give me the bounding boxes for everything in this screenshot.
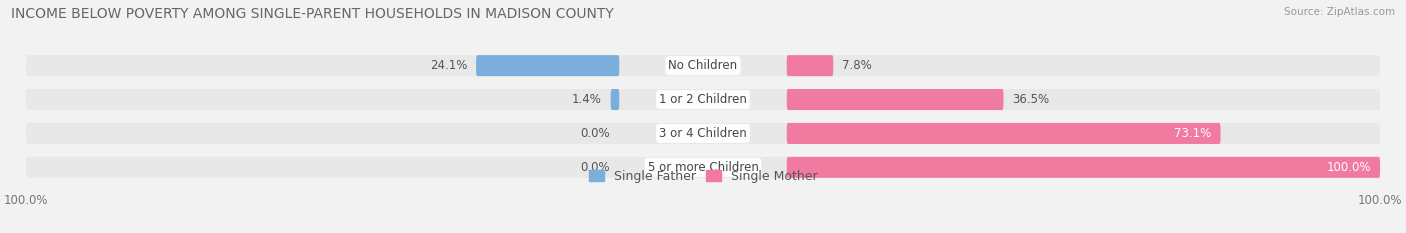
Text: 1.4%: 1.4%: [572, 93, 602, 106]
FancyBboxPatch shape: [610, 89, 619, 110]
Text: No Children: No Children: [668, 59, 738, 72]
Text: 1 or 2 Children: 1 or 2 Children: [659, 93, 747, 106]
Text: 0.0%: 0.0%: [581, 161, 610, 174]
Text: Source: ZipAtlas.com: Source: ZipAtlas.com: [1284, 7, 1395, 17]
FancyBboxPatch shape: [787, 89, 1004, 110]
Text: 3 or 4 Children: 3 or 4 Children: [659, 127, 747, 140]
Text: 5 or more Children: 5 or more Children: [648, 161, 758, 174]
FancyBboxPatch shape: [25, 89, 1381, 110]
FancyBboxPatch shape: [25, 123, 1381, 144]
FancyBboxPatch shape: [477, 55, 619, 76]
Text: 100.0%: 100.0%: [1326, 161, 1371, 174]
Legend: Single Father, Single Mother: Single Father, Single Mother: [583, 165, 823, 188]
Text: INCOME BELOW POVERTY AMONG SINGLE-PARENT HOUSEHOLDS IN MADISON COUNTY: INCOME BELOW POVERTY AMONG SINGLE-PARENT…: [11, 7, 614, 21]
FancyBboxPatch shape: [25, 55, 1381, 76]
Text: 36.5%: 36.5%: [1012, 93, 1049, 106]
Text: 7.8%: 7.8%: [842, 59, 872, 72]
Text: 73.1%: 73.1%: [1174, 127, 1212, 140]
FancyBboxPatch shape: [25, 157, 1381, 178]
FancyBboxPatch shape: [787, 157, 1381, 178]
Text: 24.1%: 24.1%: [430, 59, 467, 72]
FancyBboxPatch shape: [787, 55, 834, 76]
Text: 0.0%: 0.0%: [581, 127, 610, 140]
FancyBboxPatch shape: [787, 123, 1220, 144]
